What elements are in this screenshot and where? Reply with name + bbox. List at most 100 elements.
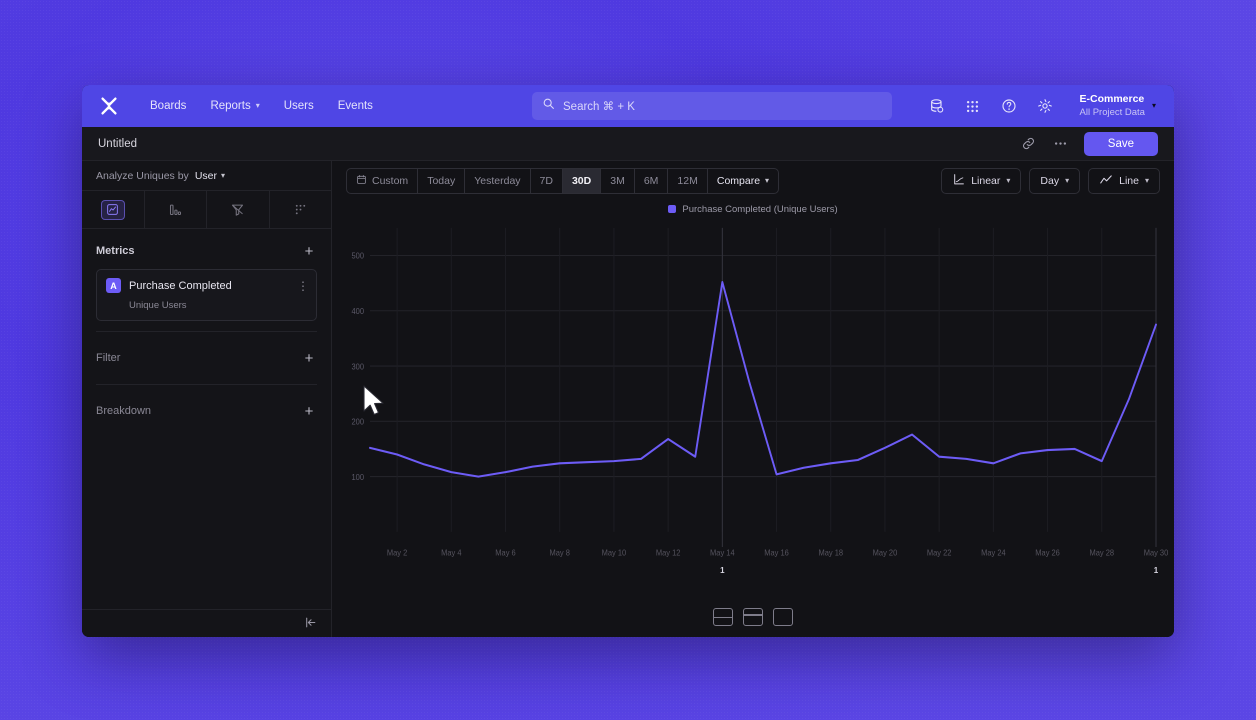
svg-text:May 8: May 8: [550, 548, 570, 557]
metric-card-top: A Purchase Completed ⋮: [106, 278, 309, 293]
nav-item-events-label: Events: [337, 100, 373, 112]
date-range-6m[interactable]: 6M: [635, 169, 669, 193]
chevron-down-icon: ▾: [255, 101, 260, 110]
chart-legend: Purchase Completed (Unique Users): [332, 201, 1174, 217]
help-circle-icon[interactable]: [998, 95, 1020, 117]
date-range-custom-label: Custom: [372, 175, 409, 187]
date-range-12m[interactable]: 12M: [668, 169, 708, 193]
search-placeholder: Search ⌘ + K: [563, 101, 635, 113]
svg-text:1: 1: [720, 565, 725, 575]
main-nav-links: Boards Reports ▾ Users Events: [140, 95, 383, 117]
nav-item-users-label: Users: [283, 100, 314, 112]
search-icon: [542, 97, 555, 115]
scale-selector[interactable]: Linear ▾: [941, 168, 1022, 194]
header-split-layout-button[interactable]: [743, 608, 763, 626]
gear-icon[interactable]: [1034, 95, 1056, 117]
search-input[interactable]: Search ⌘ + K: [532, 92, 892, 120]
database-icon[interactable]: [926, 95, 948, 117]
x-logo-icon[interactable]: [96, 93, 122, 119]
add-metric-button[interactable]: +: [304, 242, 314, 260]
scale-label: Linear: [971, 175, 1001, 187]
svg-text:May 2: May 2: [387, 548, 407, 557]
metric-card[interactable]: A Purchase Completed ⋮ Unique Users: [96, 269, 317, 321]
filter-header: Filter +: [96, 346, 317, 370]
svg-text:May 18: May 18: [818, 548, 843, 557]
line-chart-svg: 100 200 300 400 500 May 2 May 4 May 6 May 8 May 1…: [351, 227, 1169, 575]
project-scope: All Project Data: [1079, 107, 1145, 118]
granularity-selector[interactable]: Day ▾: [1029, 168, 1081, 194]
add-breakdown-button[interactable]: +: [304, 402, 314, 420]
metric-options-icon[interactable]: ⋮: [297, 278, 309, 293]
top-nav-actions: E-Commerce All Project Data ▾: [926, 91, 1161, 121]
svg-text:May 20: May 20: [873, 548, 898, 557]
nav-item-reports[interactable]: Reports ▾: [200, 95, 269, 117]
svg-text:400: 400: [351, 307, 364, 316]
chevron-down-icon: ▾: [1144, 176, 1149, 185]
breakdown-header: Breakdown +: [96, 399, 317, 423]
nav-item-users[interactable]: Users: [274, 95, 324, 117]
chart-type-label: Line: [1119, 175, 1139, 187]
metrics-title: Metrics: [96, 245, 135, 257]
svg-text:May 22: May 22: [927, 548, 952, 557]
chevron-down-icon: ▾: [1151, 101, 1156, 110]
single-panel-layout-button[interactable]: [773, 608, 793, 626]
svg-text:May 6: May 6: [495, 548, 515, 557]
filter-section: Filter +: [82, 332, 331, 370]
date-range-selector: Custom Today Yesterday 7D 30D 3M 6M 12M …: [346, 168, 780, 194]
report-subheader: Untitled Save: [82, 127, 1174, 161]
sidebar-collapse-row: [82, 609, 331, 637]
nav-item-boards[interactable]: Boards: [140, 95, 196, 117]
date-range-7d[interactable]: 7D: [531, 169, 563, 193]
breakdown-title: Breakdown: [96, 405, 152, 417]
nav-item-reports-label: Reports: [210, 100, 251, 112]
svg-text:May 28: May 28: [1090, 548, 1115, 557]
date-range-30d[interactable]: 30D: [562, 169, 602, 193]
metric-name: Purchase Completed: [129, 279, 232, 292]
subheader-actions: Save: [1020, 131, 1158, 156]
date-range-yesterday[interactable]: Yesterday: [465, 169, 531, 193]
apps-grid-icon[interactable]: [962, 95, 984, 117]
split-horizontal-layout-button[interactable]: [713, 608, 733, 626]
svg-text:300: 300: [351, 362, 364, 371]
plot-area[interactable]: 100 200 300 400 500 May 2 May 4 May 6 May 8 May 1…: [332, 217, 1174, 597]
trend-chart-tab[interactable]: [82, 191, 145, 228]
bar-chart-tab[interactable]: [145, 191, 207, 228]
link-icon[interactable]: [1020, 135, 1038, 153]
add-filter-button[interactable]: +: [304, 349, 314, 367]
project-name: E-Commerce: [1079, 93, 1145, 105]
compare-label: Compare: [716, 175, 761, 187]
svg-text:1: 1: [1154, 565, 1159, 575]
svg-text:May 30: May 30: [1144, 548, 1169, 557]
collapse-panel-icon[interactable]: [304, 616, 317, 632]
compare-button[interactable]: Compare ▾: [708, 169, 778, 193]
date-range-custom[interactable]: Custom: [347, 169, 419, 193]
page-title[interactable]: Untitled: [98, 137, 137, 150]
svg-text:200: 200: [351, 417, 364, 426]
calendar-icon: [356, 174, 367, 188]
analyze-value-label: User: [194, 169, 217, 182]
chevron-down-icon: ▾: [220, 170, 225, 180]
metrics-section: Metrics + A Purchase Completed ⋮ Unique …: [82, 229, 331, 321]
svg-text:500: 500: [351, 251, 364, 260]
retention-chart-tab[interactable]: [270, 191, 332, 228]
divider: [96, 384, 317, 385]
analyze-value-selector[interactable]: User ▾: [195, 170, 225, 182]
chart-panel: Custom Today Yesterday 7D 30D 3M 6M 12M …: [332, 161, 1174, 637]
metrics-header: Metrics +: [96, 239, 317, 263]
funnel-chart-tab[interactable]: [207, 191, 270, 228]
chart-type-selector[interactable]: Line ▾: [1088, 168, 1160, 194]
trend-chart-icon: [100, 199, 125, 220]
nav-item-events[interactable]: Events: [328, 95, 383, 117]
date-range-today[interactable]: Today: [418, 169, 466, 193]
date-range-3m[interactable]: 3M: [601, 169, 635, 193]
filter-title: Filter: [96, 352, 121, 364]
svg-text:May 24: May 24: [981, 548, 1006, 557]
svg-text:May 14: May 14: [710, 548, 735, 557]
project-selector[interactable]: E-Commerce All Project Data ▾: [1076, 91, 1161, 121]
metric-subtitle: Unique Users: [129, 300, 187, 311]
save-button[interactable]: Save: [1083, 131, 1158, 156]
svg-text:May 16: May 16: [764, 548, 789, 557]
more-horizontal-icon[interactable]: [1052, 135, 1070, 153]
line-chart-icon: [1099, 173, 1113, 190]
svg-text:100: 100: [351, 473, 364, 482]
